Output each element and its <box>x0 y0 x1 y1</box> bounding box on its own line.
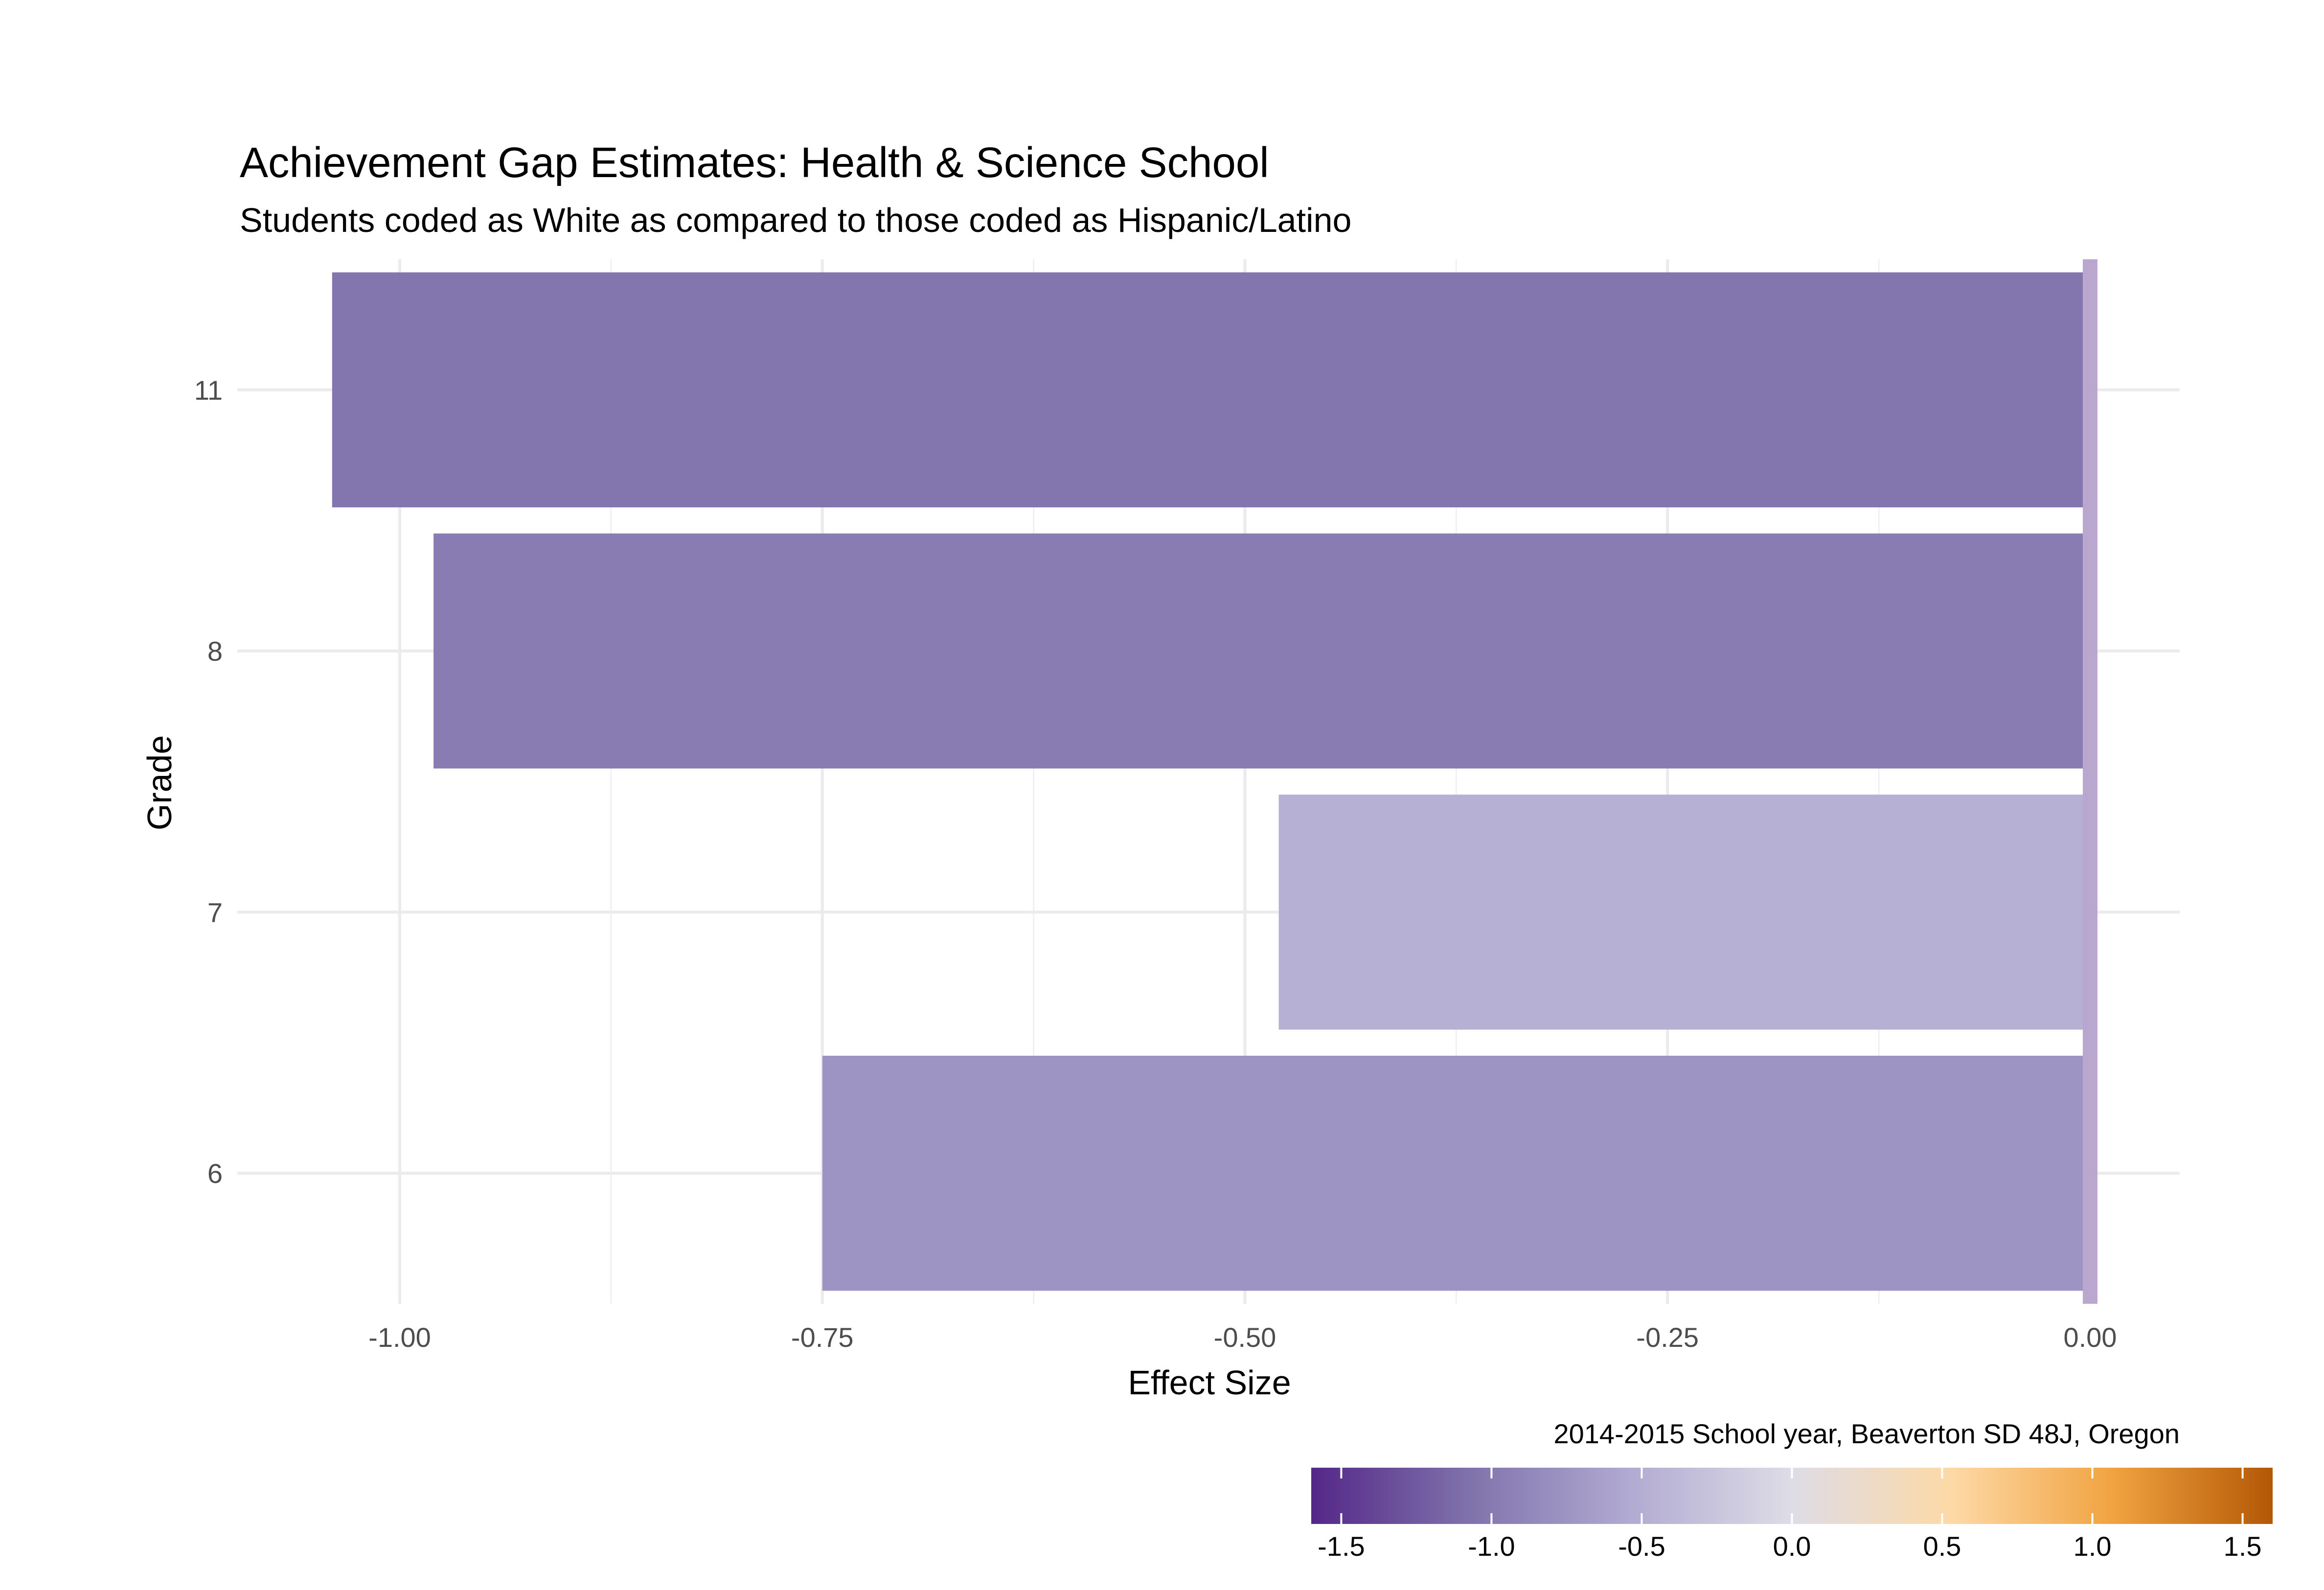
x-axis-title: Effect Size <box>1128 1363 1291 1402</box>
legend-tick-label: 0.5 <box>1923 1531 1961 1562</box>
chart-subtitle: Students coded as White as compared to t… <box>240 201 1351 239</box>
y-axis-title: Grade <box>140 735 179 831</box>
legend-ticks <box>1340 1468 2244 1524</box>
legend-labels: -1.5 -1.0 -0.5 0.0 0.5 1.0 1.5 <box>1318 1531 2261 1562</box>
x-tick-label: -0.25 <box>1636 1322 1699 1353</box>
bars <box>332 272 2090 1291</box>
legend-tick-label: -0.5 <box>1618 1531 1665 1562</box>
bar-grade-7 <box>1278 795 2090 1030</box>
y-axis-ticks: 6 7 8 11 <box>194 375 223 1189</box>
legend-tick-label: 1.0 <box>2073 1531 2112 1562</box>
x-tick-label: 0.00 <box>2064 1322 2117 1353</box>
y-tick-label: 8 <box>207 636 223 667</box>
y-tick-label: 6 <box>207 1158 223 1189</box>
bar-grade-8 <box>433 533 2090 769</box>
x-tick-label: -1.00 <box>368 1322 431 1353</box>
legend-tick-label: -1.5 <box>1318 1531 1365 1562</box>
bar-grade-11 <box>332 272 2090 508</box>
color-legend: -1.5 -1.0 -0.5 0.0 0.5 1.0 1.5 <box>1311 1468 2273 1562</box>
legend-tick-label: -1.0 <box>1468 1531 1515 1562</box>
x-tick-label: -0.75 <box>791 1322 854 1353</box>
legend-tick-label: 1.5 <box>2224 1531 2262 1562</box>
legend-tick-label: 0.0 <box>1773 1531 1811 1562</box>
bar-grade-6 <box>822 1055 2090 1291</box>
chart-title: Achievement Gap Estimates: Health & Scie… <box>240 139 1269 186</box>
chart-caption: 2014-2015 School year, Beaverton SD 48J,… <box>1554 1418 2180 1449</box>
y-tick-label: 11 <box>194 375 223 406</box>
x-axis-ticks: -1.00 -0.75 -0.50 -0.25 0.00 <box>368 1322 2117 1353</box>
x-tick-label: -0.50 <box>1214 1322 1276 1353</box>
y-tick-label: 7 <box>207 897 223 928</box>
